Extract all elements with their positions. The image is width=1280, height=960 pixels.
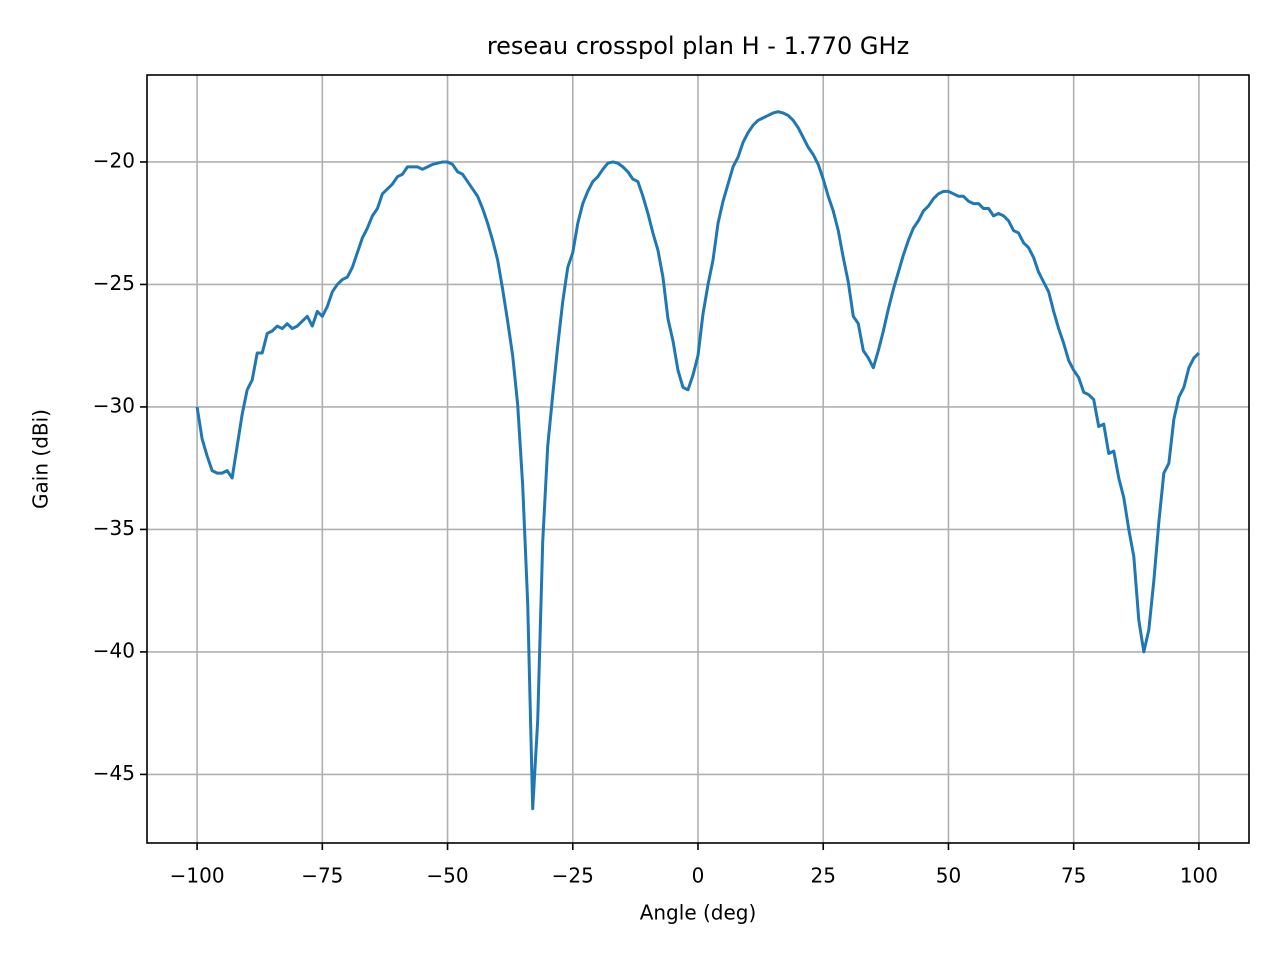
y-tick-label: −40 <box>93 638 135 662</box>
chart-title: reseau crosspol plan H - 1.770 GHz <box>487 32 909 60</box>
y-tick-label: −30 <box>93 393 135 417</box>
x-tick-label: −50 <box>426 864 468 888</box>
x-tick-label: 25 <box>811 864 836 888</box>
plot-area <box>195 110 1200 811</box>
data-line <box>195 110 1200 811</box>
grid <box>147 75 1249 843</box>
x-axis-label: Angle (deg) <box>640 901 757 925</box>
y-tick-label: −25 <box>93 271 135 295</box>
x-tick-label: 50 <box>936 864 961 888</box>
x-tick-label: −100 <box>170 864 225 888</box>
y-axis-label: Gain (dBi) <box>29 409 53 509</box>
y-tick-label: −35 <box>93 516 135 540</box>
x-tick-label: −75 <box>301 864 343 888</box>
y-tick-label: −20 <box>93 148 135 172</box>
x-tick-label: 75 <box>1061 864 1086 888</box>
x-tick-label: 0 <box>692 864 705 888</box>
x-tick-label: 100 <box>1180 864 1218 888</box>
x-tick-label: −25 <box>552 864 594 888</box>
y-tick-label: −45 <box>93 761 135 785</box>
